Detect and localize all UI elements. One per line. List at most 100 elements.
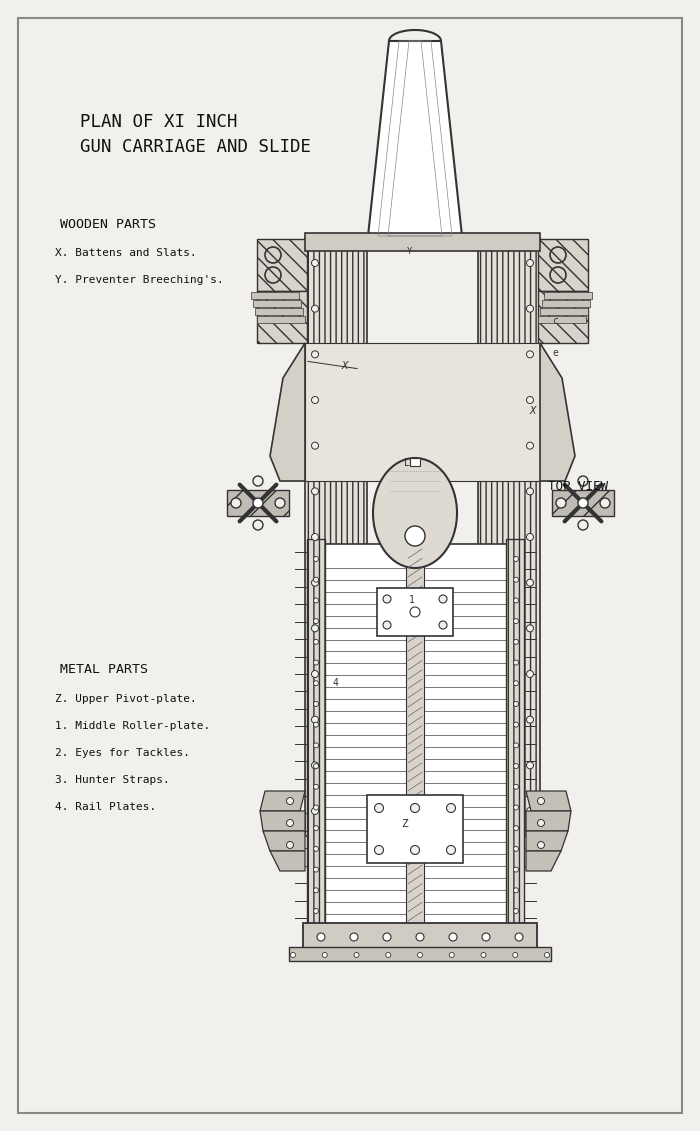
Text: c: c xyxy=(552,316,558,326)
Circle shape xyxy=(386,952,391,958)
Circle shape xyxy=(312,671,318,677)
Circle shape xyxy=(526,716,533,723)
Circle shape xyxy=(374,846,384,855)
Bar xyxy=(544,292,592,299)
Text: Y: Y xyxy=(407,247,413,256)
Circle shape xyxy=(514,681,519,685)
Circle shape xyxy=(526,624,533,632)
Text: 3. Hunter Straps.: 3. Hunter Straps. xyxy=(55,775,169,785)
Circle shape xyxy=(231,498,241,508)
Circle shape xyxy=(314,598,318,603)
Polygon shape xyxy=(526,851,561,871)
Circle shape xyxy=(447,803,456,812)
Circle shape xyxy=(514,805,519,810)
Bar xyxy=(406,544,424,926)
Bar xyxy=(305,343,540,481)
Text: e: e xyxy=(552,348,558,359)
Circle shape xyxy=(526,305,533,312)
Circle shape xyxy=(314,805,318,810)
Bar xyxy=(255,308,303,316)
Circle shape xyxy=(514,743,519,748)
Bar xyxy=(506,539,524,931)
Circle shape xyxy=(312,534,318,541)
Text: 2. Eyes for Tackles.: 2. Eyes for Tackles. xyxy=(55,748,190,758)
Circle shape xyxy=(514,639,519,645)
Bar xyxy=(307,539,325,931)
Circle shape xyxy=(312,579,318,586)
Circle shape xyxy=(514,661,519,665)
Bar xyxy=(289,947,551,961)
Bar xyxy=(257,291,307,343)
Circle shape xyxy=(314,723,318,727)
Circle shape xyxy=(314,826,318,830)
Circle shape xyxy=(545,952,550,958)
Text: 4. Rail Plates.: 4. Rail Plates. xyxy=(55,802,156,812)
Text: X. Battens and Slats.: X. Battens and Slats. xyxy=(55,248,197,258)
Circle shape xyxy=(514,577,519,582)
Bar xyxy=(552,490,614,516)
Text: TOP VIEW: TOP VIEW xyxy=(548,480,608,493)
Circle shape xyxy=(312,259,318,267)
Bar xyxy=(542,300,590,307)
Circle shape xyxy=(578,520,588,530)
Circle shape xyxy=(514,784,519,789)
Circle shape xyxy=(514,846,519,852)
Bar xyxy=(410,458,420,466)
Circle shape xyxy=(512,952,518,958)
Text: Z. Upper Pivot-plate.: Z. Upper Pivot-plate. xyxy=(55,694,197,703)
Circle shape xyxy=(314,888,318,892)
Bar xyxy=(540,308,588,316)
Circle shape xyxy=(312,762,318,769)
Circle shape xyxy=(538,820,545,827)
Polygon shape xyxy=(260,811,305,831)
Bar xyxy=(478,238,540,836)
Polygon shape xyxy=(526,791,571,811)
Text: WOODEN PARTS: WOODEN PARTS xyxy=(60,218,156,231)
Bar xyxy=(305,238,367,836)
Circle shape xyxy=(314,681,318,685)
Circle shape xyxy=(314,619,318,623)
Circle shape xyxy=(514,867,519,872)
Circle shape xyxy=(514,826,519,830)
Circle shape xyxy=(314,743,318,748)
Bar xyxy=(253,300,301,307)
Bar xyxy=(538,239,588,291)
Circle shape xyxy=(312,624,318,632)
Bar xyxy=(257,239,307,291)
Circle shape xyxy=(383,621,391,629)
Circle shape xyxy=(514,701,519,707)
Text: Y. Preventer Breeching's.: Y. Preventer Breeching's. xyxy=(55,275,224,285)
Circle shape xyxy=(514,556,519,561)
Polygon shape xyxy=(526,831,568,851)
Text: Z: Z xyxy=(402,819,408,829)
Bar xyxy=(538,316,586,323)
Circle shape xyxy=(439,595,447,603)
Circle shape xyxy=(526,534,533,541)
Circle shape xyxy=(526,397,533,404)
Circle shape xyxy=(354,952,359,958)
Circle shape xyxy=(439,621,447,629)
Circle shape xyxy=(286,820,293,827)
Polygon shape xyxy=(270,851,305,871)
Circle shape xyxy=(314,701,318,707)
Circle shape xyxy=(314,639,318,645)
Text: 4: 4 xyxy=(332,677,338,688)
Text: GUN CARRIAGE AND SLIDE: GUN CARRIAGE AND SLIDE xyxy=(80,138,311,156)
Bar xyxy=(367,795,463,863)
Circle shape xyxy=(538,841,545,848)
Circle shape xyxy=(526,487,533,495)
Bar xyxy=(323,544,508,926)
Circle shape xyxy=(312,305,318,312)
Bar xyxy=(377,588,453,636)
Circle shape xyxy=(482,933,490,941)
Bar xyxy=(251,292,299,299)
Circle shape xyxy=(253,476,263,486)
Polygon shape xyxy=(270,343,305,481)
Text: X: X xyxy=(530,406,536,416)
Circle shape xyxy=(405,526,425,546)
Circle shape xyxy=(447,846,456,855)
Circle shape xyxy=(526,808,533,814)
Circle shape xyxy=(314,763,318,769)
Circle shape xyxy=(526,579,533,586)
Circle shape xyxy=(515,933,523,941)
